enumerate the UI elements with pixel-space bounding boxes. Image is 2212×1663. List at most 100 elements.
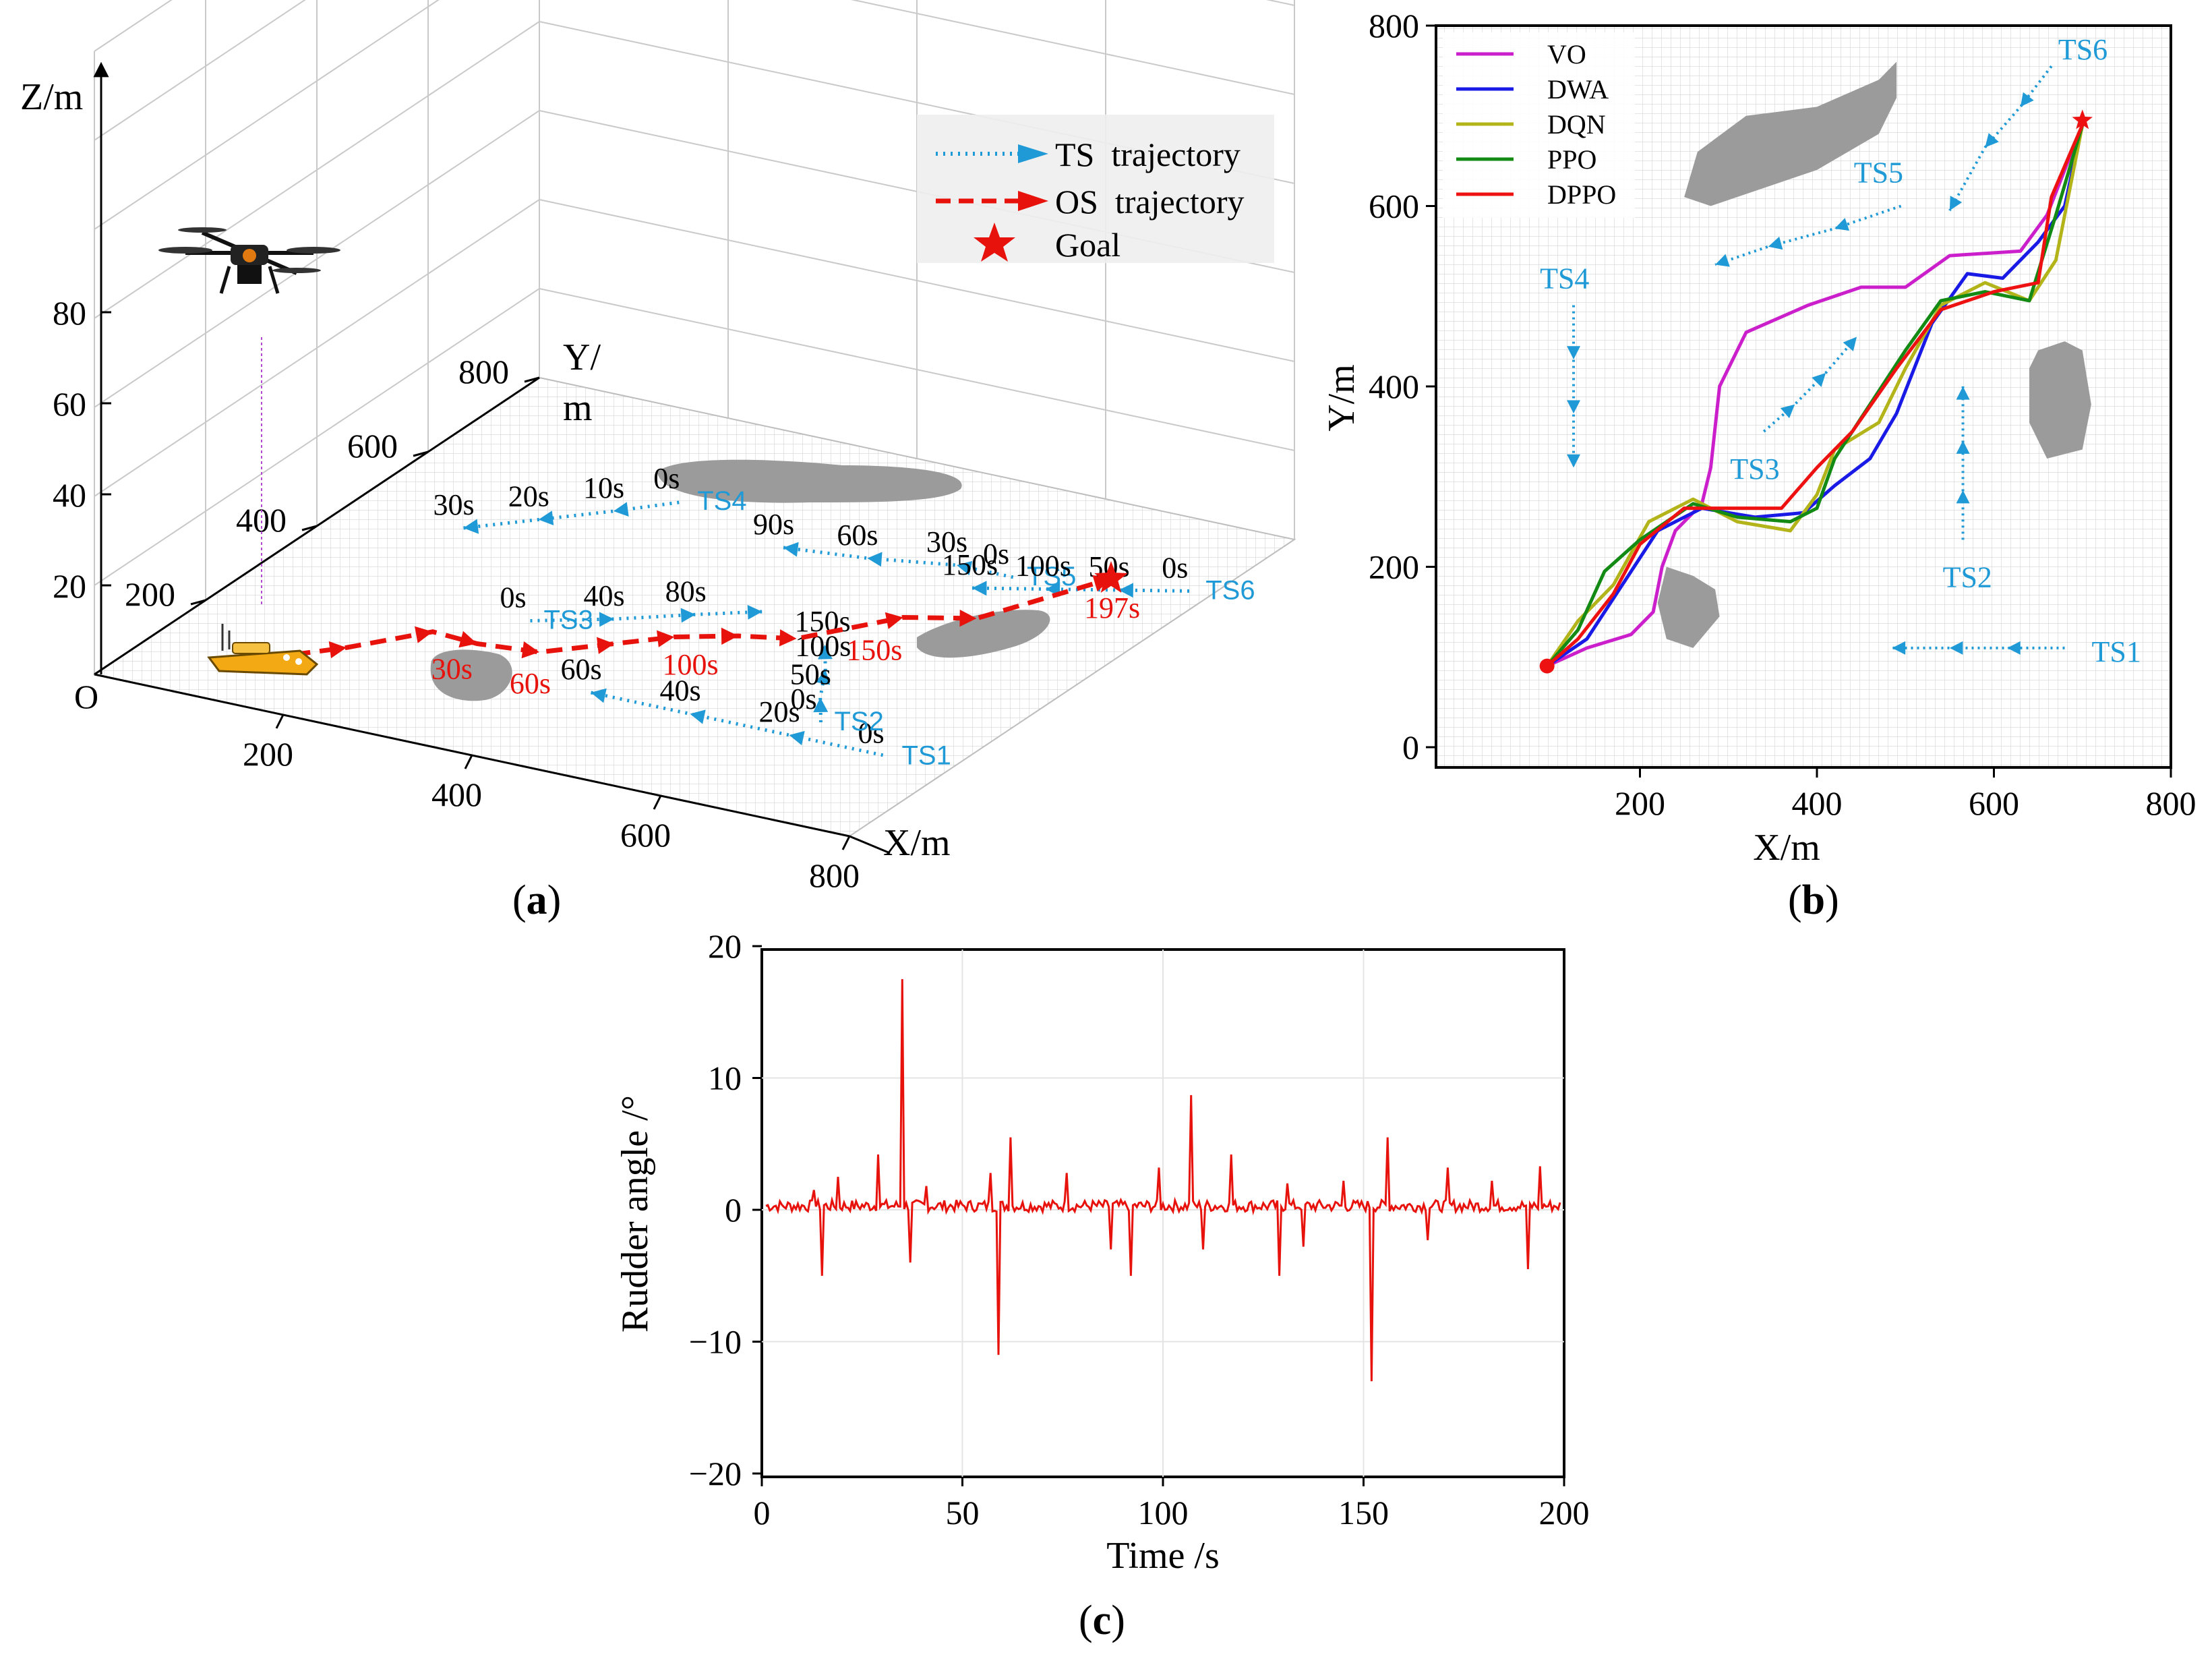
os-arrowhead [328, 641, 347, 659]
y-tick-mark [190, 599, 206, 606]
panel-c-series [765, 979, 1561, 1382]
y-tick-label: 0 [1402, 728, 1419, 766]
ts-time-label: 60s [837, 519, 878, 552]
os-arrowhead [959, 609, 977, 627]
z-tick-label: 20 [53, 567, 86, 605]
ts-time-label: 100s [1015, 550, 1071, 583]
island [1684, 61, 1897, 206]
y-tick-label: 200 [125, 575, 175, 613]
ts-arrowhead [1834, 218, 1850, 231]
ts-arrowhead [815, 669, 831, 685]
panel-a-axes-frame [94, 0, 1295, 674]
panel-a-xlabel: X/m [883, 822, 951, 864]
ts-time-label: 40s [584, 579, 625, 612]
os-arrowhead [779, 629, 797, 647]
x-tick-label: 200 [1539, 1494, 1590, 1531]
ts-name-label: TS6 [2058, 33, 2108, 66]
ts-time-label: 0s [858, 717, 885, 750]
y-tick-label: 0 [725, 1191, 742, 1229]
ts-time-label: 150s [942, 548, 998, 581]
ts-time-label: 20s [508, 480, 549, 513]
ts-arrowhead [818, 645, 833, 660]
legend-label: PPO [1547, 144, 1596, 175]
wall-edge [94, 0, 173, 52]
ts-time-label: 0s [653, 462, 680, 495]
ts-arrowhead [2007, 641, 2021, 655]
panel-b-xlabel: X/m [1753, 827, 1820, 869]
ts-time-label: 20s [759, 695, 800, 728]
y-tick-mark [301, 525, 318, 531]
z-tick-label: 60 [53, 385, 86, 423]
panel-a-legend: TS trajectory OS trajectory Goal [917, 115, 1274, 264]
ts-name-label: TS2 [1943, 560, 1992, 593]
ts-arrowhead [1985, 133, 1999, 148]
x-tick-label: 200 [1615, 784, 1665, 822]
panel-a-islands [430, 459, 1050, 701]
ts-arrowhead [463, 519, 479, 534]
ts-trajectory-line [590, 691, 889, 758]
x-tick-mark [464, 755, 473, 769]
os-arrowhead [458, 631, 477, 648]
start-point [1539, 658, 1555, 674]
panel-b-islands [1657, 61, 2091, 648]
os-arrowhead [885, 612, 903, 629]
ts-arrowhead [1956, 490, 1970, 504]
ts-time-label: 10s [583, 471, 624, 504]
x-tick-mark [841, 836, 851, 850]
y-tick-mark [524, 376, 540, 383]
ts-arrowhead [1567, 346, 1581, 359]
panel-b-tick-labels: 200 400 600 800 0 200 400 600 800 [1369, 7, 2196, 822]
x-tick-mark [653, 795, 662, 810]
drone-icon [158, 227, 340, 294]
legend-ts: TS trajectory [1055, 136, 1240, 173]
legend-label: VO [1547, 39, 1586, 69]
os-arrowhead [597, 637, 615, 654]
ts-arrowhead [680, 608, 696, 623]
series-dwa [1546, 124, 2085, 668]
island [2029, 341, 2091, 459]
ts-arrowhead [1768, 236, 1783, 250]
ts-arrowhead [1956, 440, 1970, 454]
ts-time-label: 60s [561, 653, 602, 686]
os-time-label: 100s [663, 648, 719, 681]
ts-trajectory-line [1948, 65, 2053, 212]
y-tick-label: 20 [708, 927, 742, 965]
os-time-label: 150s [846, 634, 902, 667]
x-tick-label: 50 [946, 1494, 980, 1531]
ts-arrowhead [972, 581, 987, 596]
boat-icon [207, 624, 319, 676]
ts-arrowhead [957, 560, 973, 576]
ts-arrowhead [599, 612, 614, 627]
x-tick-label: 150 [1338, 1494, 1389, 1531]
x-tick-label: 200 [243, 735, 293, 773]
y-tick-label: 10 [708, 1059, 742, 1097]
z-tick-label: 80 [53, 294, 86, 332]
series-vo [1546, 124, 2085, 668]
ts-arrowhead [591, 688, 607, 703]
ts-arrowhead [538, 510, 554, 525]
series-dppo [1546, 124, 2085, 668]
panel-a-origin: O [74, 678, 98, 716]
z-tick-label: 40 [53, 476, 86, 514]
os-arrowhead [657, 630, 675, 647]
ts-arrowhead [2020, 92, 2034, 107]
os-time-label: 60s [510, 667, 551, 700]
y-tick-label: 600 [1369, 187, 1419, 225]
series-dqn [1545, 124, 2085, 668]
ts-name-label: TS4 [697, 486, 746, 516]
ts-time-label: 50s [790, 658, 831, 691]
ts-arrowhead [614, 502, 629, 517]
ts-arrowhead [1956, 386, 1970, 400]
y-tick-mark [413, 450, 429, 457]
series-ppo [1545, 124, 2085, 668]
os-trajectory-line [268, 576, 1112, 660]
panel-b-legend: VO DWA DQN PPO DPPO [1443, 32, 1635, 218]
os-arrowhead [521, 641, 539, 659]
ts-arrowhead [1892, 641, 1906, 655]
ts-time-label: 40s [660, 674, 701, 707]
